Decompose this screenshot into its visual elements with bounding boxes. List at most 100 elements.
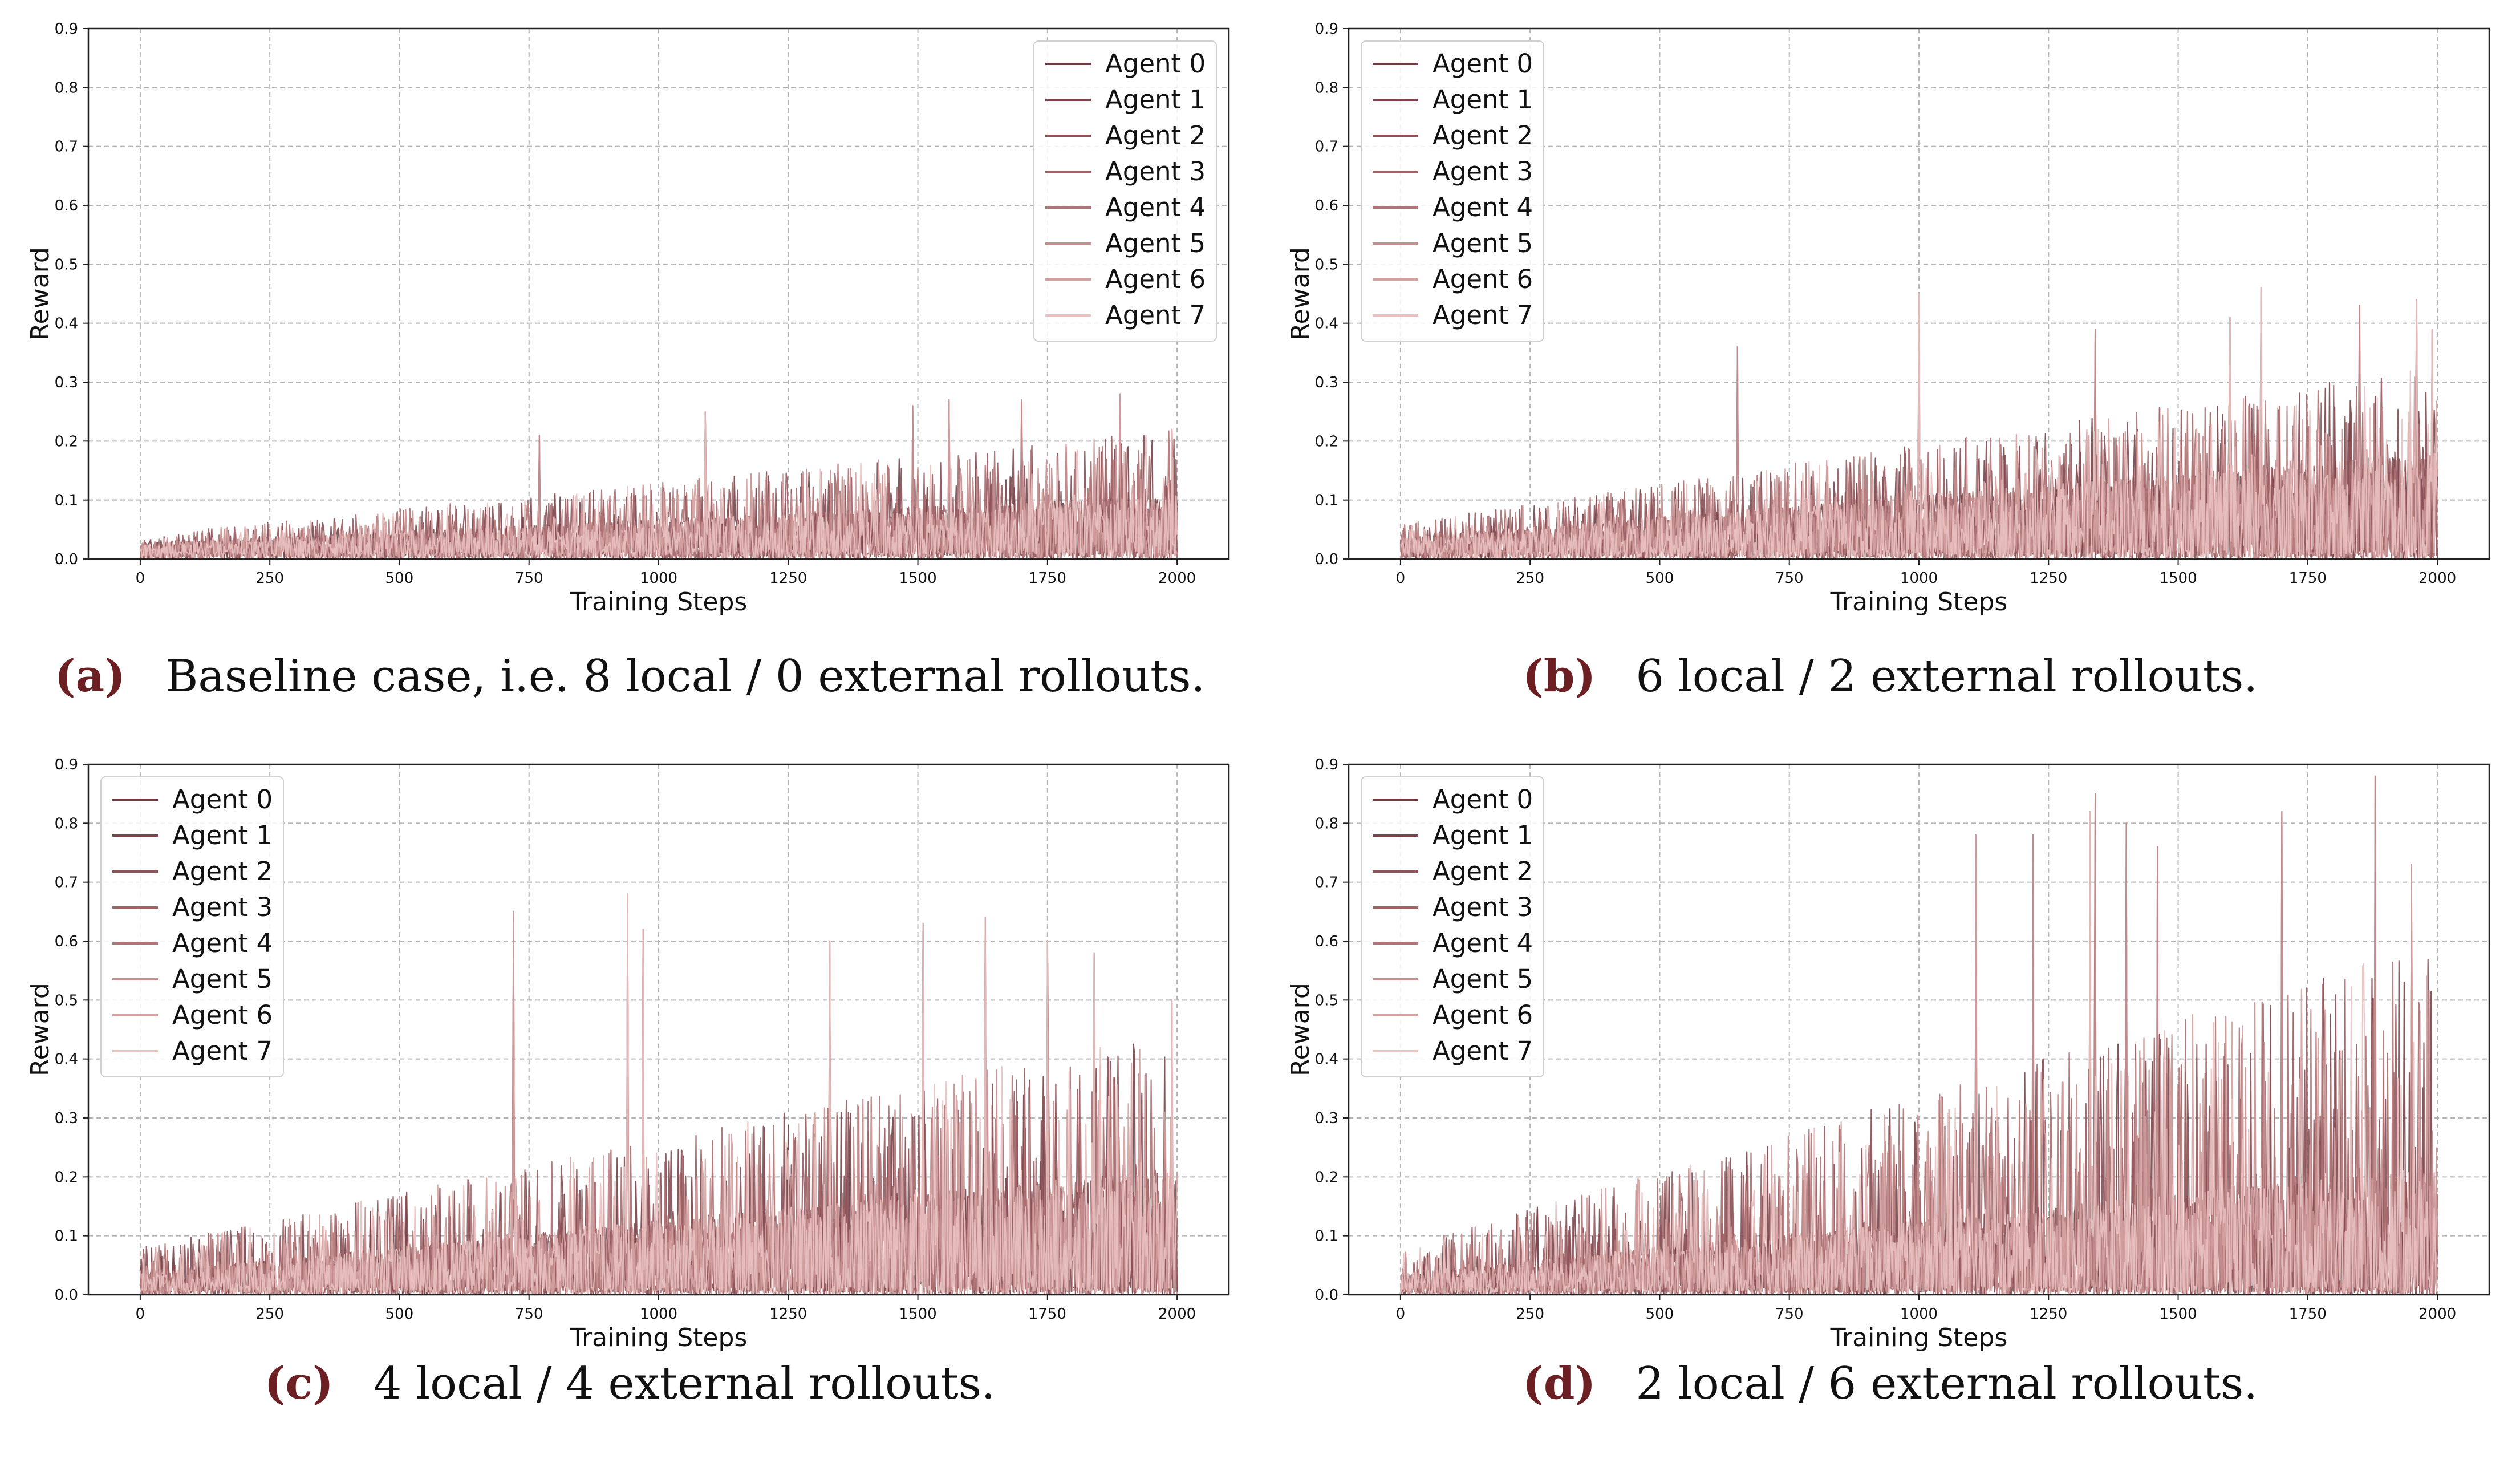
y-tick-label: 0.2 [55,433,78,450]
legend-label-agent-4: Agent 4 [1105,192,1206,222]
x-tick-label: 1250 [769,1306,807,1323]
legend-label-agent-0: Agent 0 [1433,784,1533,814]
y-tick-label: 0.7 [1315,139,1338,156]
y-tick-label: 0.4 [55,1051,78,1068]
caption-c: (c) 4 local / 4 external rollouts. [0,1357,1260,1409]
caption-d: (d) 2 local / 6 external rollouts. [1260,1357,2520,1409]
y-tick-label: 0.8 [1315,79,1338,96]
legend-label-agent-7: Agent 7 [172,1036,273,1066]
y-tick-label: 0.9 [55,21,78,38]
caption-text: 4 local / 4 external rollouts. [373,1358,996,1409]
y-tick-label: 0.2 [55,1169,78,1186]
legend-label-agent-5: Agent 5 [1433,964,1533,994]
legend-label-agent-4: Agent 4 [1433,928,1533,958]
y-tick-label: 0.0 [55,1287,78,1304]
legend-label-agent-5: Agent 5 [1433,228,1533,258]
legend-label-agent-1: Agent 1 [1105,84,1206,115]
x-tick-label: 500 [385,570,414,587]
y-tick-label: 0.3 [55,374,78,391]
chart-panel-d: 0 250 500 750 1000 1250 1500 1750 2000 0.0 0.1 0.2 0… [1260,736,2520,1471]
legend-box [100,776,284,1077]
y-axis-label: Reward [1286,247,1315,341]
x-tick-label: 1250 [2030,1306,2067,1323]
x-tick-label: 1250 [2030,570,2067,587]
y-tick-label: 0.3 [55,1110,78,1127]
x-tick-label: 1750 [1029,570,1066,587]
legend-label-agent-2: Agent 2 [1433,856,1533,886]
y-tick-label: 0.0 [1315,1287,1338,1304]
legend: Agent 0 Agent 1 Agent 2 Agent 3 Agent 4 Agent… [1361,776,1544,1077]
legend-label-agent-0: Agent 0 [172,784,273,814]
y-axis-label: Reward [1286,983,1315,1076]
y-tick-label: 0.3 [1315,1110,1338,1127]
x-tick-label: 1750 [2289,570,2327,587]
x-tick-label: 750 [515,570,543,587]
y-tick-label: 0.7 [1315,874,1338,891]
x-tick-label: 500 [385,1306,414,1323]
series-group [1399,775,2438,1296]
x-tick-label: 1000 [640,570,677,587]
y-tick-label: 0.0 [55,551,78,568]
legend: Agent 0 Agent 1 Agent 2 Agent 3 Agent 4 Agent… [1361,40,1544,342]
chart-b: 0 250 500 750 1000 1250 1500 1750 2000 0.0 0.1 0.2 0… [1286,21,2490,617]
y-tick-label: 0.8 [55,815,78,832]
y-tick-label: 0.1 [55,1228,78,1245]
y-tick-label: 0.5 [1315,256,1338,273]
legend-label-agent-1: Agent 1 [1433,820,1533,850]
x-tick-label: 0 [136,1306,145,1323]
series-line-agent-7 [140,411,1178,560]
legend-label-agent-0: Agent 0 [1433,48,1533,79]
y-axis-label: Reward [26,983,55,1076]
legend-label-agent-4: Agent 4 [1433,192,1533,222]
x-tick-label: 750 [515,1306,543,1323]
x-tick-label: 500 [1646,1306,1674,1323]
legend-label-agent-7: Agent 7 [1105,300,1206,330]
legend-box [1033,40,1217,342]
y-tick-label: 0.8 [1315,815,1338,832]
series-group [1399,287,2438,560]
x-tick-label: 1000 [640,1306,677,1323]
legend-label-agent-4: Agent 4 [172,928,273,958]
y-tick-label: 0.2 [1315,433,1338,450]
x-tick-label: 2000 [2418,570,2456,587]
legend-label-agent-5: Agent 5 [172,964,273,994]
legend-label-agent-2: Agent 2 [1433,120,1533,151]
x-tick-label: 1000 [1900,1306,1938,1323]
y-tick-label: 0.1 [55,492,78,509]
caption-a: (a) Baseline case, i.e. 8 local / 0 exter… [0,650,1260,702]
x-tick-label: 2000 [1158,1306,1196,1323]
legend-label-agent-2: Agent 2 [172,856,273,886]
legend-label-agent-2: Agent 2 [1105,120,1206,151]
y-tick-label: 0.6 [55,197,78,214]
legend: Agent 0 Agent 1 Agent 2 Agent 3 Agent 4 Agent… [100,776,284,1077]
x-tick-label: 1750 [2289,1306,2327,1323]
x-tick-label: 0 [1396,570,1406,587]
series-group [139,893,1178,1296]
y-tick-label: 0.1 [1315,492,1338,509]
series-line-agent-7 [1399,811,2438,1296]
series-line-agent-5 [140,399,1178,560]
legend-label-agent-3: Agent 3 [1105,156,1206,187]
y-tick-label: 0.4 [1315,315,1338,333]
series-group [139,393,1178,560]
caption-tag: (a) [54,650,126,702]
y-tick-label: 0.6 [55,933,78,950]
y-tick-label: 0.9 [55,756,78,773]
legend-label-agent-1: Agent 1 [172,820,273,850]
plot-frame [1348,27,2490,560]
legend-label-agent-6: Agent 6 [1433,1000,1533,1030]
y-tick-label: 0.1 [1315,1228,1338,1245]
x-tick-label: 1500 [2159,570,2197,587]
caption-text: Baseline case, i.e. 8 local / 0 external… [165,651,1206,702]
x-axis-label: Training Steps [570,1323,748,1352]
y-tick-label: 0.6 [1315,197,1338,214]
x-tick-label: 1500 [899,1306,936,1323]
y-tick-label: 0.5 [55,992,78,1009]
y-tick-label: 0.7 [55,874,78,891]
y-tick-label: 0.8 [55,79,78,96]
legend-box [1361,776,1544,1077]
y-tick-label: 0.6 [1315,933,1338,950]
x-tick-label: 2000 [1158,570,1196,587]
x-tick-label: 250 [255,1306,284,1323]
x-axis-label: Training Steps [1830,587,2008,617]
